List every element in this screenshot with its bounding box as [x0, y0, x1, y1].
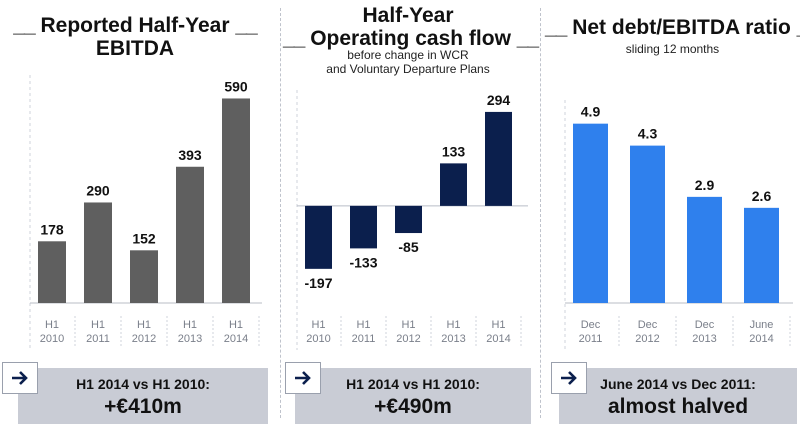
tick-label: 2012	[396, 333, 420, 345]
cashflow-title-line2: __ Operating cash flow __	[283, 27, 539, 50]
tick-label: H1	[491, 319, 505, 331]
title-dash-right: __	[797, 16, 800, 39]
panel-separator	[280, 8, 281, 418]
arrow-right-icon	[285, 362, 321, 394]
bar	[38, 241, 66, 303]
tick-label: 2014	[224, 333, 248, 345]
bar	[176, 166, 204, 303]
ratio-panel: __ Net debt/EBITDA ratio __ sliding 12 m…	[545, 0, 800, 425]
data-label: 2.9	[695, 177, 715, 193]
data-label: -85	[398, 239, 418, 255]
bar	[84, 202, 112, 303]
cashflow-panel: Half-Year __ Operating cash flow __ befo…	[283, 0, 539, 425]
tick-label: H1	[311, 319, 325, 331]
cashflow-callout-line1: H1 2014 vs H1 2010:	[346, 376, 480, 392]
ratio-title-line: __ Net debt/EBITDA ratio __	[545, 16, 800, 39]
tick-label: 2011	[352, 333, 376, 345]
ratio-title-text: Net debt/EBITDA ratio	[572, 16, 791, 39]
tick-label: H1	[45, 319, 59, 331]
tick-label: H1	[446, 319, 460, 331]
data-label: 133	[442, 143, 466, 159]
panel-separator	[540, 8, 541, 418]
tick-label: Dec	[638, 319, 658, 331]
ebitda-title: __ Reported Half-Year __ EBITDA	[0, 14, 270, 60]
bar	[440, 163, 467, 206]
arrow-right-icon	[551, 362, 587, 394]
ebitda-callout: H1 2014 vs H1 2010: +€410m	[18, 368, 268, 424]
tick-label: Dec	[581, 319, 601, 331]
ratio-callout-line1: June 2014 vs Dec 2011:	[600, 376, 756, 392]
data-label: 4.9	[581, 104, 601, 120]
tick-label: H1	[356, 319, 370, 331]
tick-label: 2011	[86, 333, 110, 345]
tick-label: Dec	[695, 319, 715, 331]
tick-label: 2010	[40, 333, 64, 345]
cashflow-title: Half-Year __ Operating cash flow __	[283, 4, 539, 50]
cashflow-callout-value: +€490m	[374, 395, 452, 418]
cashflow-callout: H1 2014 vs H1 2010: +€490m	[295, 368, 531, 424]
tick-label: 2014	[749, 333, 773, 345]
bar	[630, 145, 665, 303]
bar	[350, 205, 377, 249]
ebitda-callout-value: +€410m	[104, 395, 182, 418]
tick-label: 2013	[178, 333, 202, 345]
cashflow-title-text2: Operating cash flow	[310, 27, 511, 50]
bar	[130, 250, 158, 303]
bar	[573, 123, 608, 303]
cashflow-subtitle: before change in WCR and Voluntary Depar…	[283, 48, 533, 76]
bar	[744, 207, 779, 303]
ratio-title: __ Net debt/EBITDA ratio __	[545, 16, 800, 39]
data-label: 2.6	[752, 188, 772, 204]
ebitda-panel: __ Reported Half-Year __ EBITDA 178 H1 201…	[0, 0, 270, 425]
bar	[305, 205, 332, 269]
cashflow-subtitle-line1: before change in WCR	[347, 48, 469, 62]
cashflow-chart: -197 H1 2010 -133 H1 2011 -85 H1 2012 133 H1 2013 29…	[296, 90, 528, 350]
ratio-callout: June 2014 vs Dec 2011: almost halved	[559, 368, 797, 424]
data-label: 290	[86, 182, 110, 198]
tick-label: H1	[229, 319, 243, 331]
tick-label: 2011	[579, 333, 603, 345]
tick-label: 2013	[692, 333, 716, 345]
ratio-subtitle: sliding 12 months	[625, 42, 720, 56]
arrow-right-icon	[2, 362, 38, 394]
tick-label: 2010	[306, 333, 330, 345]
tick-label: 2012	[635, 333, 659, 345]
title-dash-left: __	[283, 27, 305, 50]
ratio-chart: 4.9 Dec 2011 4.3 Dec 2012 2.9 Dec 2013 2.6 June 201…	[564, 100, 793, 350]
tick-label: H1	[183, 319, 197, 331]
title-dash-left: __	[545, 16, 567, 39]
title-dash-right: __	[516, 27, 539, 50]
tick-label: 2012	[132, 333, 156, 345]
data-label: 4.3	[638, 126, 658, 142]
data-label: 590	[224, 78, 248, 94]
bar	[687, 196, 722, 303]
data-label: 178	[40, 221, 64, 237]
data-label: -133	[349, 254, 377, 270]
bar	[485, 111, 512, 206]
ebitda-chart: 178 H1 2010 290 H1 2011 152 H1 2012 393 H1 2013 590 H…	[29, 75, 262, 350]
title-dash-right: __	[235, 14, 257, 37]
tick-label: H1	[401, 319, 415, 331]
ratio-callout-value: almost halved	[607, 395, 749, 418]
data-label: -197	[304, 275, 332, 291]
tick-label: June	[750, 319, 774, 331]
tick-label: 2014	[486, 333, 510, 345]
cashflow-title-line1: Half-Year	[362, 4, 454, 27]
tick-label: H1	[137, 319, 151, 331]
tick-label: H1	[91, 319, 105, 331]
ebitda-title-line1: __ Reported Half-Year __	[0, 14, 270, 37]
data-label: 294	[487, 92, 511, 108]
ebitda-callout-line1: H1 2014 vs H1 2010:	[76, 376, 210, 392]
data-label: 152	[132, 230, 156, 246]
title-dash-left: __	[13, 14, 35, 37]
bar	[395, 205, 422, 234]
bar	[222, 98, 250, 303]
ebitda-title-line2: EBITDA	[95, 37, 175, 60]
tick-label: 2013	[441, 333, 465, 345]
data-label: 393	[178, 147, 202, 163]
cashflow-subtitle-line2: and Voluntary Departure Plans	[326, 62, 490, 76]
ebitda-title-text1: Reported Half-Year	[40, 14, 230, 37]
